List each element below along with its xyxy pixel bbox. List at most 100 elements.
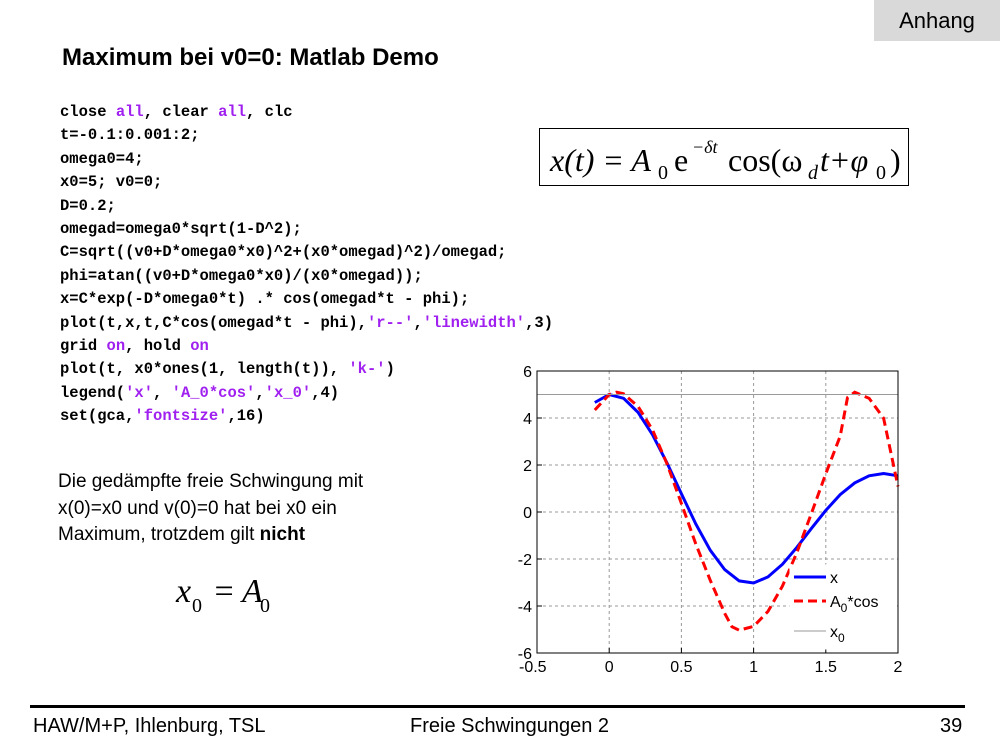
code-line: omegad=omega0*sqrt(1-D^2); [60,218,553,241]
code-text: x=C*exp(-D*omega0*t) .* cos(omegad*t - p… [60,290,470,309]
eq2-x: x [175,573,191,610]
page-number: 39 [940,715,963,737]
code-text: C=sqrt((v0+D*omega0*x0)^2+(x0*omegad)^2)… [60,243,507,262]
note-line-3: Maximum, trotzdem gilt nicht [58,522,438,549]
legend-label: x0 [830,624,845,645]
code-text: ,16) [227,407,265,426]
code-text: , [413,313,423,332]
code-keyword: 'x_0' [264,383,312,402]
oscillation-plot: -0.5 0 0.5 1 1.5 2 6 4 2 0 -2 -4 -6 x A0*cos x0 [518,364,903,676]
code-keyword: 'k-' [348,360,386,379]
code-line: x0=5; v0=0; [60,171,553,194]
code-text: ) [385,360,395,379]
code-line: omega0=4; [60,148,553,171]
code-text: , clear [143,103,219,121]
eq2-a-sub: 0 [260,595,270,616]
code-keyword: 'linewidth' [422,313,526,332]
code-line: t=-0.1:0.001:2; [60,124,553,147]
y-tick-label: -6 [518,646,532,663]
note-line-1: Die gedämpfte freie Schwingung mit [58,471,364,492]
code-text: plot(t, x0*ones(1, length(t)), [60,360,349,379]
code-text: , hold [125,336,191,355]
inequality-formula: x 0 = A 0 [172,568,282,621]
code-text: close [60,103,116,121]
code-text: omega0=4; [60,149,144,168]
code-text: ,3) [525,313,554,332]
x-tick-label: 2 [894,659,903,676]
code-text: t=-0.1:0.001:2; [60,126,200,145]
matlab-code-block: close all, clear all, clc t=-0.1:0.001:2;… [60,101,553,428]
footer-divider [30,705,965,708]
y-tick-label: 2 [523,458,532,475]
code-text: phi=atan((v0+D*omega0*x0)/(x0*omegad)); [60,266,423,285]
code-keyword: on [190,336,209,355]
x-tick-label: 0 [605,659,614,676]
code-keyword: 'A_0*cos' [171,383,256,402]
code-text: legend( [60,383,126,402]
footer-topic: Freie Schwingungen 2 [410,715,610,737]
formula-cos: cos(ω [728,142,802,178]
code-text: set(gca, [60,407,135,426]
formula-omega-sub: d [808,162,819,184]
code-line: C=sqrt((v0+D*omega0*x0)^2+(x0*omegad)^2)… [60,241,553,264]
eq2-x-sub: 0 [192,595,202,616]
formula-e: e [674,142,688,178]
code-text: D=0.2; [60,196,116,215]
code-text: , [255,383,265,402]
legend-label: x [830,570,838,587]
formula-svg: x(t) = A 0 e −δt cos(ω d t+φ 0 ) [549,137,901,184]
code-line: legend('x', 'A_0*cos','x_0',4) [60,382,553,405]
x-tick-label: -0.5 [519,659,547,676]
note-line-3-text: Maximum, trotzdem gilt [58,524,260,545]
eq2-equals: = [206,573,242,610]
slide-title: Maximum bei v0=0: Matlab Demo [62,44,439,71]
legend-label: A0*cos [830,594,878,615]
formula-exponent: −δt [692,137,719,157]
code-line: phi=atan((v0+D*omega0*x0)/(x0*omegad)); [60,265,553,288]
formula-mid: t+φ [820,142,868,178]
y-tick-label: 4 [523,411,532,428]
code-keyword: 'fontsize' [134,407,228,426]
x-tick-label: 1 [749,659,758,676]
note-line-2: x(0)=x0 und v(0)=0 hat bei x0 ein [58,497,337,519]
code-line: plot(t, x0*ones(1, length(t)), 'k-') [60,358,553,381]
explanation-text: Die gedämpfte freie Schwingung mit x(0)=… [58,469,438,549]
formula-lhs: x(t) = A [549,142,651,178]
code-text: x0=5; v0=0; [60,173,163,192]
series-line-1 [594,392,899,585]
eq2-a: A [240,573,263,610]
y-tick-label: -4 [518,599,532,616]
code-line: close all, clear all, clc [60,101,553,124]
code-line: grid on, hold on [60,335,553,358]
formula-a-sub: 0 [658,162,668,184]
code-keyword: 'x' [125,383,154,402]
code-keyword: 'r--' [366,313,414,332]
formula-close: ) [890,142,901,178]
code-line: x=C*exp(-D*omega0*t) .* cos(omegad*t - p… [60,288,553,311]
y-tick-label: 0 [523,505,532,522]
code-line: set(gca,'fontsize',16) [60,405,553,428]
eq2-svg: x 0 = A 0 [175,573,270,617]
code-text: plot(t,x,t,C*cos(omegad*t - phi), [60,313,367,332]
code-text: grid [60,336,107,355]
code-text: , clc [246,103,293,121]
formula-phi-sub: 0 [876,162,886,184]
legend-box [789,564,897,650]
code-line: plot(t,x,t,C*cos(omegad*t - phi),'r--','… [60,312,553,335]
code-keyword: all [115,103,144,121]
note-emphasis: nicht [259,524,306,545]
series-line-2 [593,390,900,632]
y-tick-label: 6 [523,364,532,381]
code-line: D=0.2; [60,195,553,218]
code-text: ,4) [311,383,340,402]
code-keyword: on [106,336,126,355]
code-text: , [153,383,172,402]
section-tag: Anhang [874,0,1000,41]
damped-oscillation-formula: x(t) = A 0 e −δt cos(ω d t+φ 0 ) [539,128,909,186]
x-tick-label: 0.5 [670,659,692,676]
code-keyword: all [218,103,247,121]
y-tick-label: -2 [518,552,532,569]
footer-author: HAW/M+P, Ihlenburg, TSL [33,715,266,737]
code-text: omegad=omega0*sqrt(1-D^2); [60,219,302,238]
x-tick-label: 1.5 [815,659,837,676]
